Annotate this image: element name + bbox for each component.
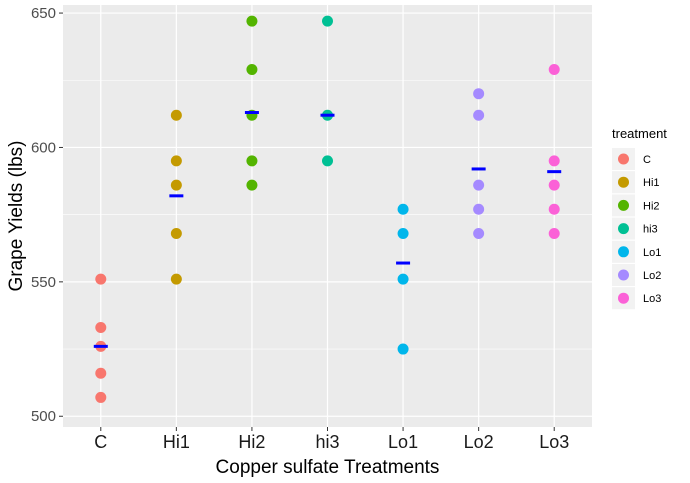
data-point xyxy=(473,203,485,215)
data-point xyxy=(473,227,485,239)
legend-label: hi3 xyxy=(643,224,658,236)
y-axis-title: Grape Yields (lbs) xyxy=(6,140,27,291)
data-points xyxy=(95,15,560,403)
legend-swatch xyxy=(618,153,629,165)
y-tick-label: 650 xyxy=(31,5,56,22)
legend-label: Hi1 xyxy=(643,177,660,189)
data-point xyxy=(473,179,485,191)
mean-markers xyxy=(93,111,562,348)
data-point xyxy=(170,179,182,191)
legend-swatch xyxy=(618,269,629,281)
legend-label: Lo2 xyxy=(643,270,661,282)
x-tick-label: C xyxy=(94,432,107,452)
legend-label: C xyxy=(643,154,651,166)
data-point xyxy=(246,64,258,76)
x-tick-label: Lo3 xyxy=(539,432,569,452)
x-tick-label: hi3 xyxy=(315,432,339,452)
data-point xyxy=(322,155,333,167)
data-point xyxy=(246,155,258,167)
data-point xyxy=(397,273,409,285)
x-tick-label: Hi1 xyxy=(163,432,190,452)
legend-label: Hi2 xyxy=(643,200,660,212)
data-point xyxy=(397,227,409,239)
legend-label: Lo1 xyxy=(643,247,661,259)
data-point xyxy=(95,367,107,379)
legend: treatment C Hi1 Hi2 hi3 Lo1 Lo2 Lo3 xyxy=(612,126,667,310)
y-tick-label: 500 xyxy=(31,408,56,425)
x-tick-label: Lo1 xyxy=(388,432,418,452)
x-tick-label: Hi2 xyxy=(238,432,265,452)
data-point xyxy=(170,273,182,285)
data-point xyxy=(397,203,409,215)
legend-swatch xyxy=(618,199,629,211)
data-point xyxy=(473,109,485,121)
y-axis-ticks: 500 550 600 650 xyxy=(31,5,63,425)
legend-swatch xyxy=(618,176,629,188)
data-point xyxy=(548,155,560,167)
legend-swatch xyxy=(618,292,629,304)
data-point xyxy=(170,155,182,167)
x-axis-ticks: C Hi1 Hi2 hi3 Lo1 Lo2 Lo3 xyxy=(94,427,569,452)
gridlines xyxy=(63,5,592,427)
data-point xyxy=(170,109,182,121)
data-point xyxy=(95,273,107,285)
data-point xyxy=(322,15,333,27)
data-point xyxy=(548,179,560,191)
data-point xyxy=(548,203,560,215)
y-tick-label: 550 xyxy=(31,274,56,291)
y-tick-label: 600 xyxy=(31,139,56,156)
data-point xyxy=(170,227,182,239)
x-axis-title: Copper sulfate Treatments xyxy=(216,457,440,478)
data-point xyxy=(95,322,107,334)
x-tick-label: Lo2 xyxy=(464,432,494,452)
data-point xyxy=(548,227,560,239)
data-point xyxy=(548,64,560,76)
data-point xyxy=(473,88,485,100)
legend-swatch xyxy=(618,223,629,235)
data-point xyxy=(246,179,258,191)
legend-swatch xyxy=(618,246,629,258)
legend-title: treatment xyxy=(612,126,667,141)
data-point xyxy=(397,343,409,355)
data-point xyxy=(95,391,107,403)
data-point xyxy=(246,15,258,27)
legend-label: Lo3 xyxy=(643,293,661,305)
